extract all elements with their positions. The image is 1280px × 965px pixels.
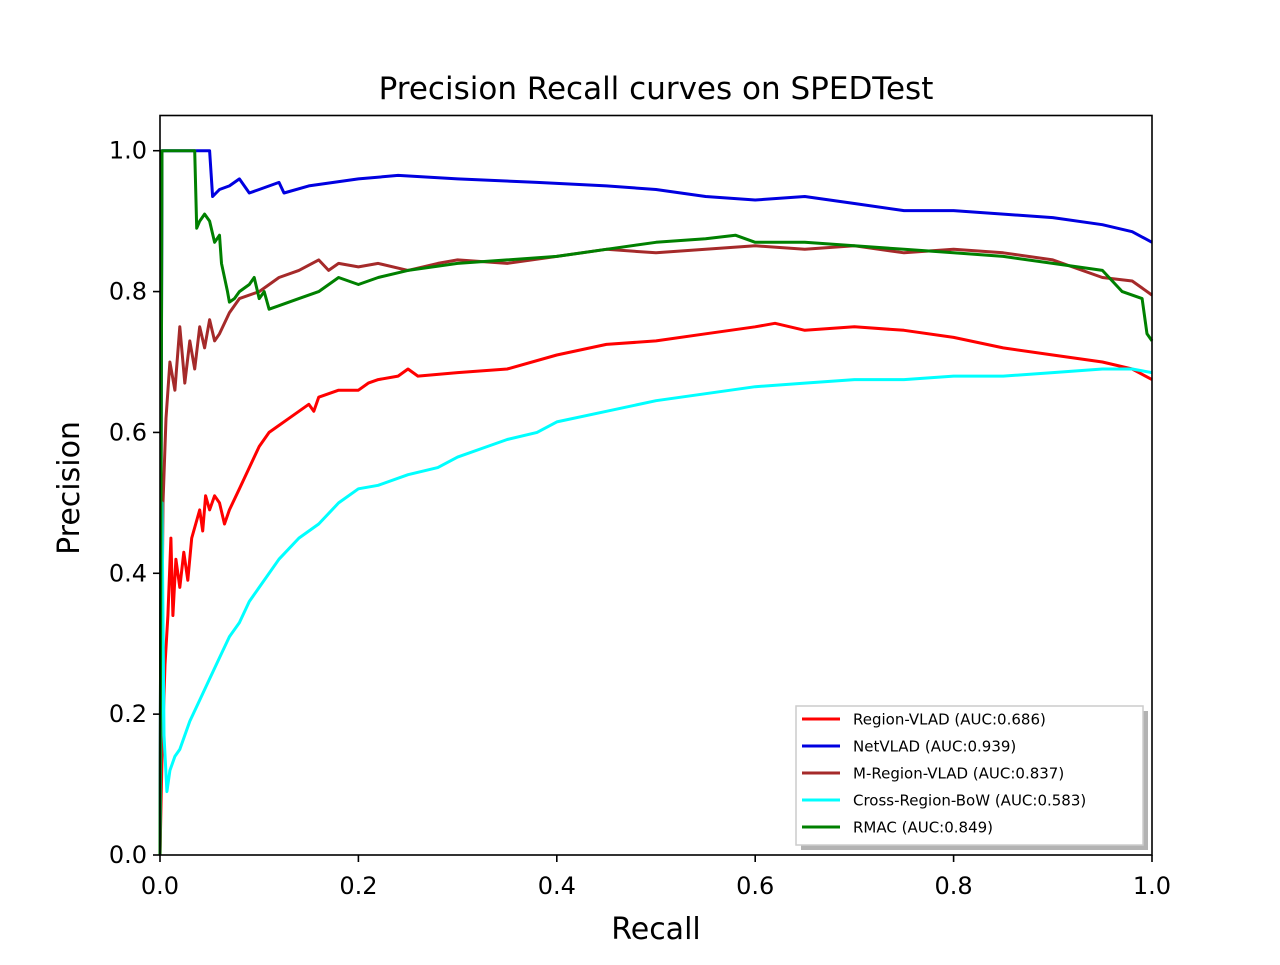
x-tick-label: 0.2 <box>339 872 377 900</box>
x-tick-label: 0.0 <box>141 872 179 900</box>
plot-frame <box>159 114 1153 856</box>
x-axis: 0.0 0.2 0.4 0.6 0.8 1.0 <box>141 855 1171 900</box>
series-layer <box>158 149 1154 856</box>
y-tick-label: 1.0 <box>109 137 147 165</box>
legend-label-rmac: RMAC (AUC:0.849) <box>853 819 993 837</box>
series-line-region-vlad <box>158 321 1153 856</box>
y-axis: 0.0 0.2 0.4 0.6 0.8 1.0 <box>109 137 160 869</box>
x-tick-label: 0.6 <box>736 872 774 900</box>
series-line-cross-region-bow <box>158 367 1153 856</box>
y-tick-label: 0.6 <box>109 418 147 446</box>
y-tick-label: 0.8 <box>109 278 147 306</box>
series-line-netvlad <box>158 149 1153 856</box>
y-tick-label: 0.0 <box>109 841 147 869</box>
x-axis-label: Recall <box>611 912 701 947</box>
y-axis-label: Precision <box>52 421 87 555</box>
legend-label-cross-region-bow: Cross-Region-BoW (AUC:0.583) <box>853 792 1086 810</box>
legend-label-netvlad: NetVLAD (AUC:0.939) <box>853 738 1016 756</box>
legend: Region-VLAD (AUC:0.686) NetVLAD (AUC:0.93… <box>795 705 1148 850</box>
legend-label-m-region-vlad: M-Region-VLAD (AUC:0.837) <box>853 765 1064 783</box>
chart-title: Precision Recall curves on SPEDTest <box>379 71 934 107</box>
legend-box <box>795 705 1144 846</box>
x-tick-label: 0.8 <box>935 872 973 900</box>
y-tick-label: 0.2 <box>109 700 147 728</box>
series-line-rmac <box>158 149 1154 856</box>
x-tick-label: 0.4 <box>538 872 576 900</box>
x-tick-label: 1.0 <box>1133 872 1171 900</box>
legend-label-region-vlad: Region-VLAD (AUC:0.686) <box>853 711 1046 729</box>
y-tick-label: 0.4 <box>109 559 147 587</box>
